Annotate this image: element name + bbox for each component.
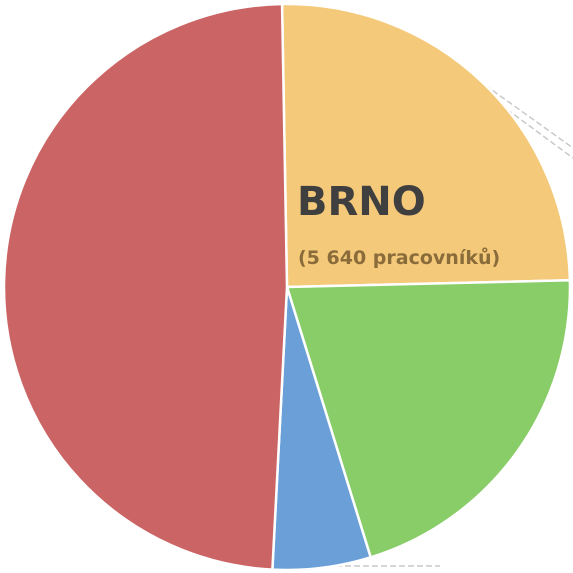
slice-label-title: BRNO	[297, 179, 426, 225]
pie-slice-1	[285, 279, 572, 559]
pie-slice-3	[2, 2, 289, 571]
leader-line-top-right	[477, 79, 573, 149]
pie-slice-0	[280, 2, 572, 289]
slice-label-subtitle: (5 640 pracovníků)	[298, 246, 500, 269]
